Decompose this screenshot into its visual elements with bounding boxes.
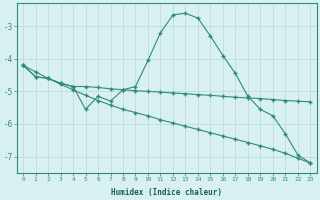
X-axis label: Humidex (Indice chaleur): Humidex (Indice chaleur) [111,188,222,197]
